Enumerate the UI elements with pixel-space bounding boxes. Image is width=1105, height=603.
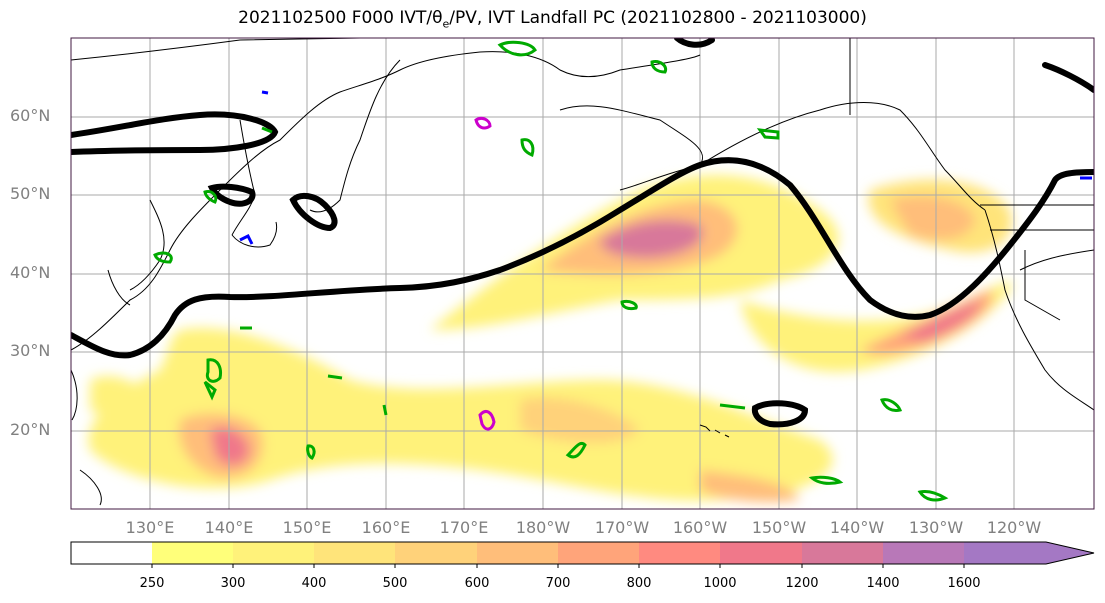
- ivt-shading: [88, 175, 1012, 502]
- lon-label-180w: 180°W: [515, 518, 571, 537]
- lat-label-40n: 40°N: [10, 263, 51, 282]
- colorbar-label-300: 300: [220, 576, 246, 591]
- colorbar-label-700: 700: [545, 576, 571, 591]
- lon-label-130w: 130°W: [908, 518, 964, 537]
- magenta-contours: [474, 116, 496, 431]
- lon-label-160e: 160°E: [361, 518, 411, 537]
- graticule: [71, 38, 1094, 509]
- lat-label-60n: 60°N: [10, 106, 51, 125]
- lon-label-120w: 120°W: [986, 518, 1042, 537]
- lat-label-20n: 20°N: [10, 420, 51, 439]
- lat-label-50n: 50°N: [10, 184, 51, 203]
- colorbar: [70, 541, 1095, 568]
- pv-contours: [71, 38, 1094, 428]
- lon-label-130e: 130°E: [125, 518, 175, 537]
- lat-label-30n: 30°N: [10, 341, 51, 360]
- colorbar-label-1000: 1000: [703, 576, 737, 591]
- colorbar-label-250: 250: [139, 576, 165, 591]
- map-frame: [70, 37, 1095, 510]
- colorbar-label-500: 500: [382, 576, 408, 591]
- plot-title: 2021102500 F000 IVT/θe/PV, IVT Landfall …: [238, 8, 867, 31]
- lon-label-170e: 170°E: [439, 518, 489, 537]
- theta-e-contours: [153, 40, 949, 502]
- lon-label-150e: 150°E: [282, 518, 332, 537]
- lon-label-160w: 160°W: [672, 518, 728, 537]
- colorbar-label-1600: 1600: [947, 576, 981, 591]
- colorbar-label-400: 400: [301, 576, 327, 591]
- blue-contours: [239, 90, 1092, 245]
- lon-label-150w: 150°W: [751, 518, 807, 537]
- colorbar-label-800: 800: [626, 576, 652, 591]
- lon-label-170w: 170°W: [594, 518, 650, 537]
- lon-label-140e: 140°E: [204, 518, 254, 537]
- colorbar-label-1200: 1200: [785, 576, 819, 591]
- colorbar-label-1400: 1400: [866, 576, 900, 591]
- colorbar-label-600: 600: [464, 576, 490, 591]
- lon-label-140w: 140°W: [829, 518, 885, 537]
